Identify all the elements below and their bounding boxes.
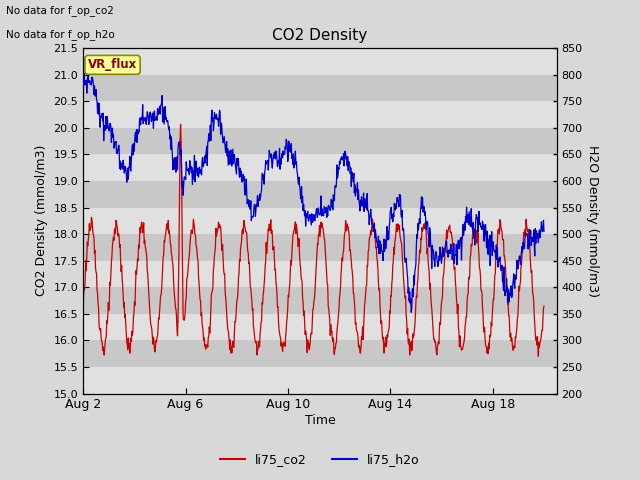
- Bar: [83, 207, 557, 234]
- Y-axis label: CO2 Density (mmol/m3): CO2 Density (mmol/m3): [35, 145, 48, 297]
- Bar: [83, 155, 557, 181]
- Bar: [83, 128, 557, 155]
- Bar: [83, 181, 557, 207]
- Legend: li75_co2, li75_h2o: li75_co2, li75_h2o: [215, 448, 425, 471]
- Bar: [83, 367, 557, 394]
- Bar: [83, 314, 557, 340]
- Text: VR_flux: VR_flux: [88, 59, 137, 72]
- Bar: [83, 234, 557, 261]
- Bar: [83, 74, 557, 101]
- Bar: [83, 101, 557, 128]
- Bar: [83, 340, 557, 367]
- Text: No data for f_op_co2: No data for f_op_co2: [6, 5, 115, 16]
- Text: No data for f_op_h2o: No data for f_op_h2o: [6, 29, 115, 40]
- Y-axis label: H2O Density (mmol/m3): H2O Density (mmol/m3): [586, 145, 599, 297]
- Bar: [83, 48, 557, 74]
- Bar: [83, 261, 557, 287]
- X-axis label: Time: Time: [305, 414, 335, 427]
- Title: CO2 Density: CO2 Density: [273, 28, 367, 43]
- Bar: [83, 287, 557, 314]
